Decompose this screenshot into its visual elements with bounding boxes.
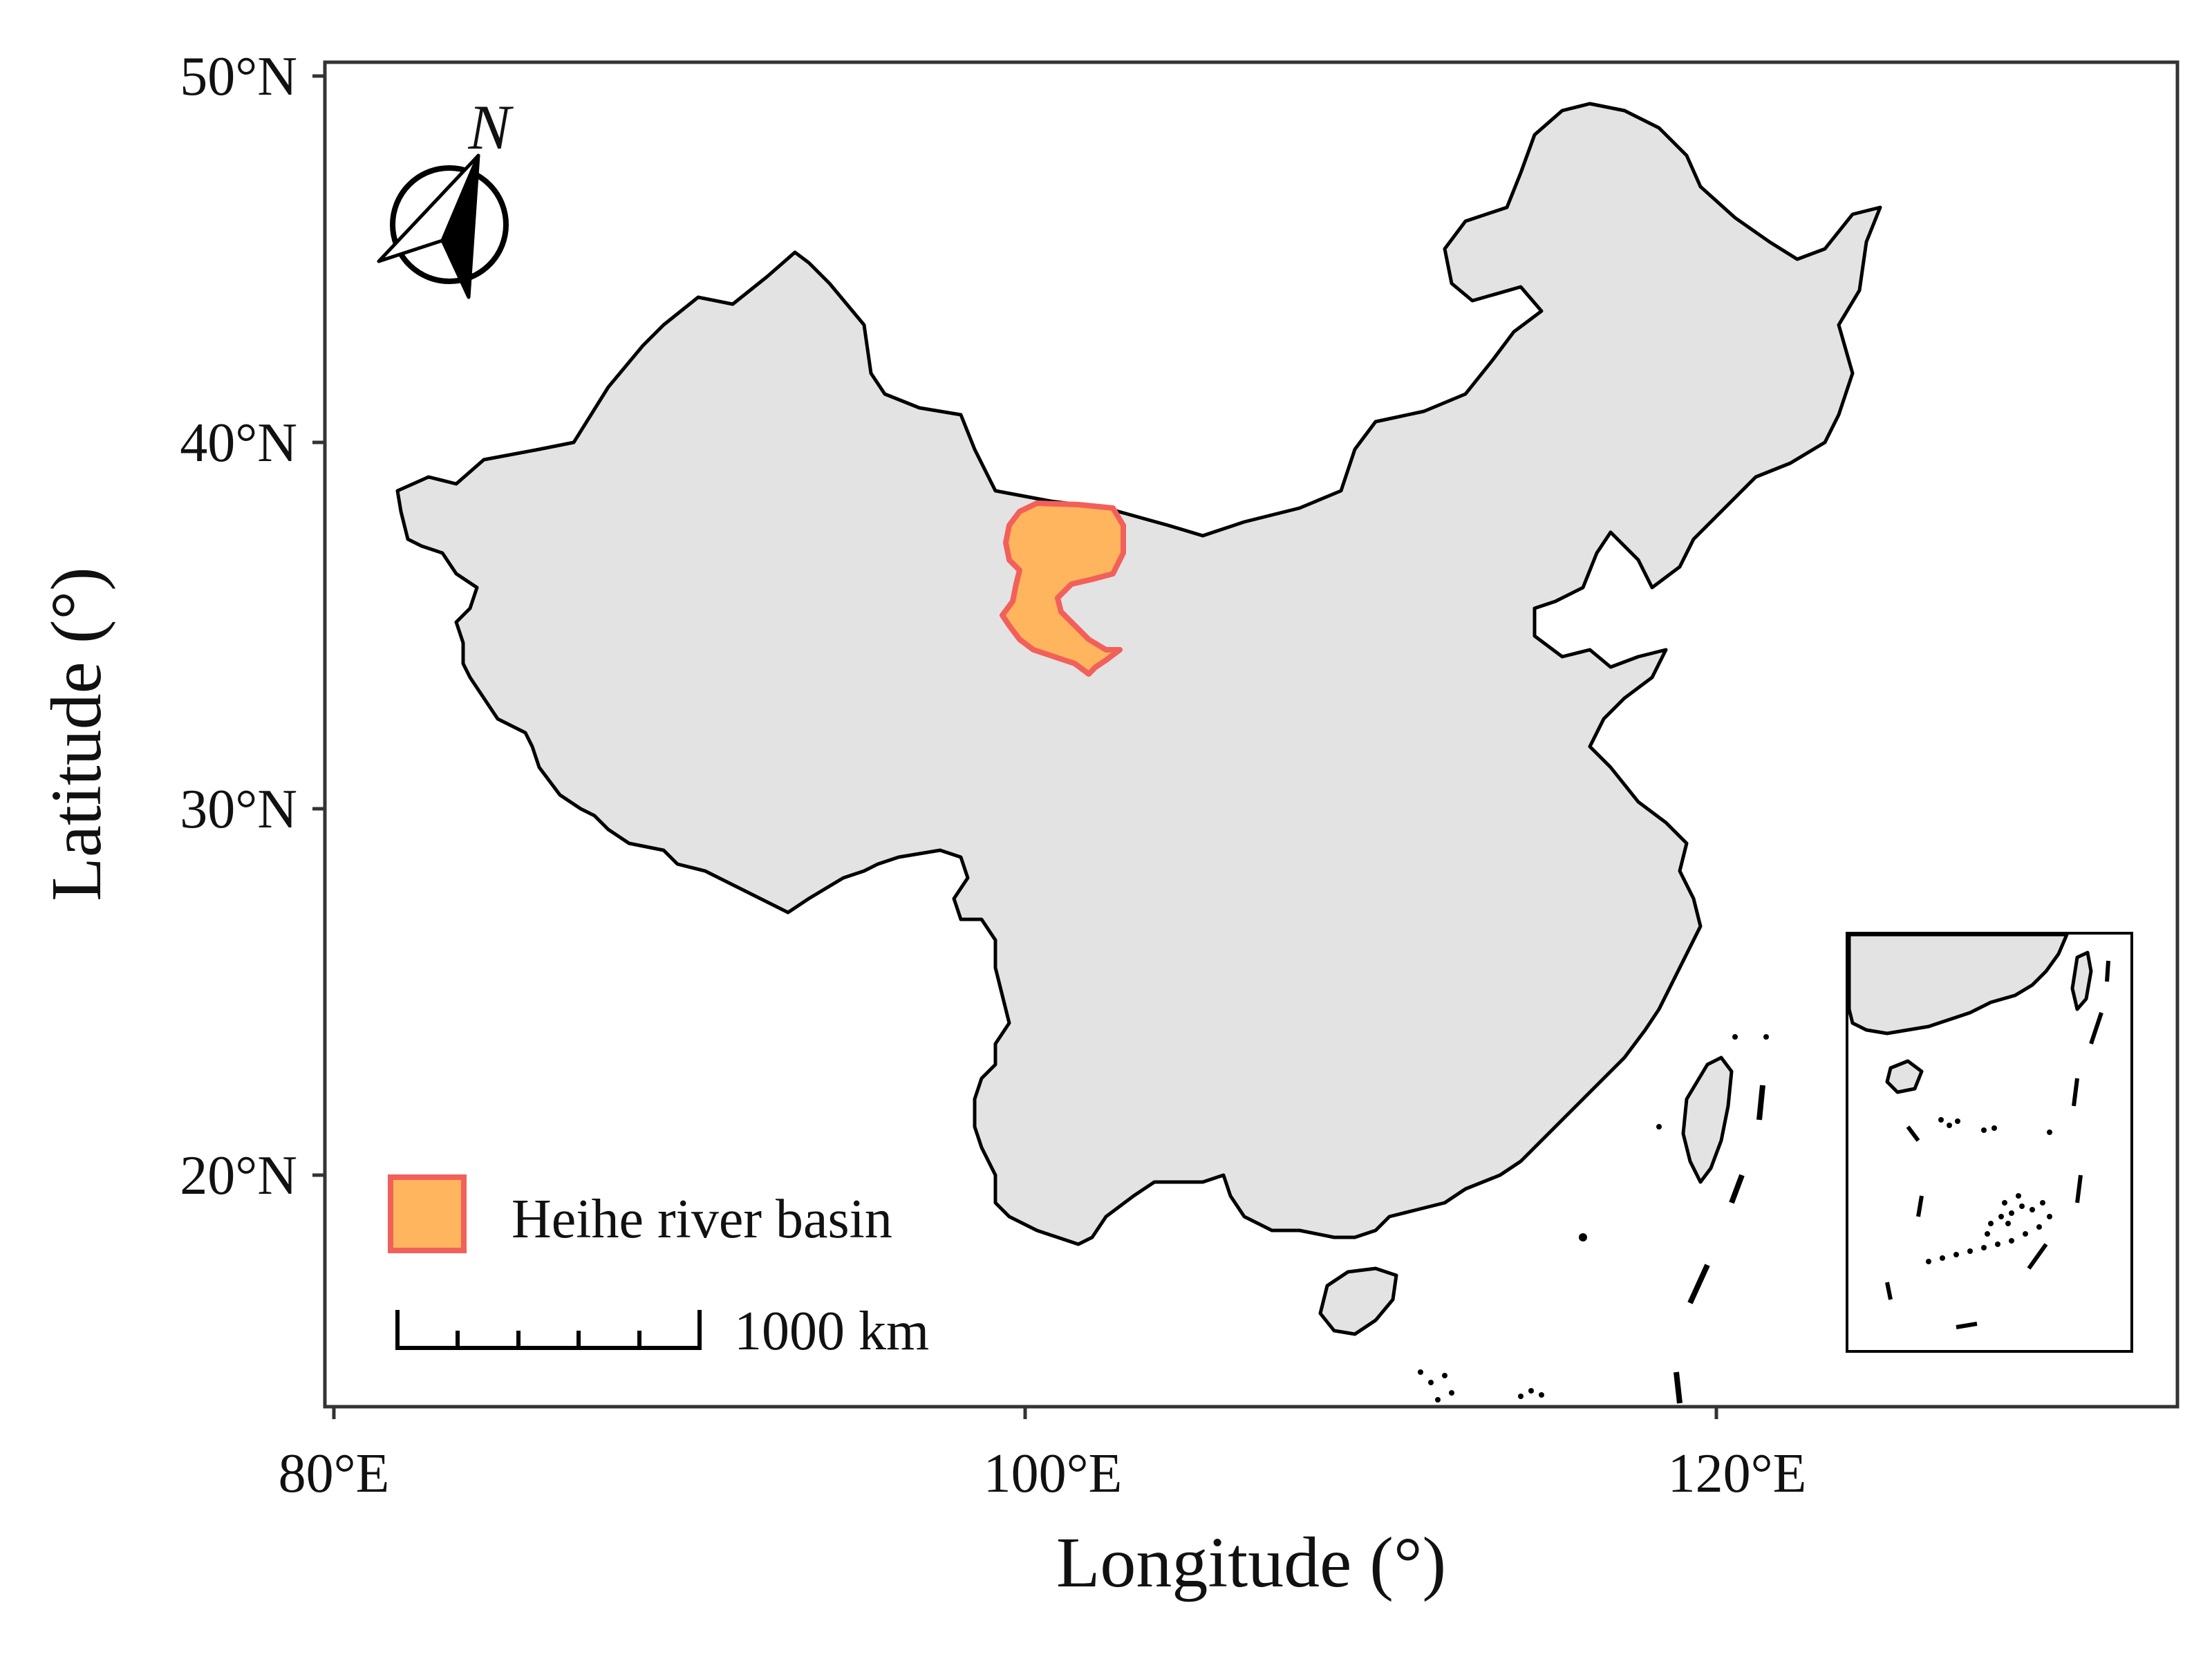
north-arrow-ring-icon xyxy=(390,165,509,284)
inset-hainan xyxy=(1885,1059,1924,1094)
inset-islands xyxy=(1926,1117,2052,1264)
x-tick-label-100: 100°E xyxy=(984,1443,1123,1504)
inset-boundary-8 xyxy=(1906,1125,1920,1142)
north-arrow-label: N xyxy=(467,92,514,162)
scale-bar: 1000 km xyxy=(395,1301,929,1362)
taiwan-island xyxy=(1681,1056,1734,1184)
inset-boundary-7 xyxy=(1885,1282,1893,1300)
y-axis: 50°N 40°N 30°N 20°N Latitude (°) xyxy=(37,46,325,1206)
inset-boundary-2 xyxy=(2089,1012,2103,1044)
inset-boundary-1 xyxy=(2105,960,2110,982)
y-tick-label-20: 20°N xyxy=(180,1145,297,1206)
y-tick-label-30: 30°N xyxy=(180,779,297,840)
china-mainland xyxy=(395,102,1882,1246)
y-tick-label-50: 50°N xyxy=(180,46,297,107)
legend-label-heihe: Heihe river basin xyxy=(512,1189,892,1250)
inset-map xyxy=(1846,932,2133,1353)
x-axis-title: Longitude (°) xyxy=(1056,1523,1446,1602)
y-tick-label-40: 40°N xyxy=(180,413,297,474)
inset-boundary-6 xyxy=(1956,1322,1978,1329)
inset-mainland xyxy=(1847,932,2069,1035)
legend-key-heihe xyxy=(388,1174,467,1253)
maritime-boundary-3 xyxy=(1687,1264,1710,1304)
scale-bar-line xyxy=(395,1310,702,1350)
inset-taiwan xyxy=(2070,950,2093,1011)
inset-boundary-5 xyxy=(2027,1243,2048,1270)
x-tick-label-80: 80°E xyxy=(279,1443,390,1504)
north-arrow: N xyxy=(377,92,514,299)
inset-boundary-4 xyxy=(2075,1174,2083,1203)
x-tick-label-120: 120°E xyxy=(1668,1443,1807,1504)
scale-bar-label: 1000 km xyxy=(734,1301,929,1362)
maritime-boundary-1 xyxy=(1756,1085,1765,1121)
inset-boundary-9 xyxy=(1916,1195,1924,1217)
x-axis: 80°E 100°E 120°E Longitude (°) xyxy=(279,1407,1807,1602)
inset-boundary-3 xyxy=(2072,1078,2079,1107)
heihe-river-basin[interactable] xyxy=(1000,500,1126,677)
legend: Heihe river basin xyxy=(388,1174,892,1253)
maritime-boundary-2 xyxy=(1729,1174,1745,1204)
hainan-island xyxy=(1318,1266,1398,1336)
south-china-sea-islands xyxy=(1418,1034,1769,1403)
maritime-boundary-4 xyxy=(1674,1371,1683,1404)
north-arrow-needle-right-icon xyxy=(440,153,480,299)
y-axis-title: Latitude (°) xyxy=(37,567,116,901)
